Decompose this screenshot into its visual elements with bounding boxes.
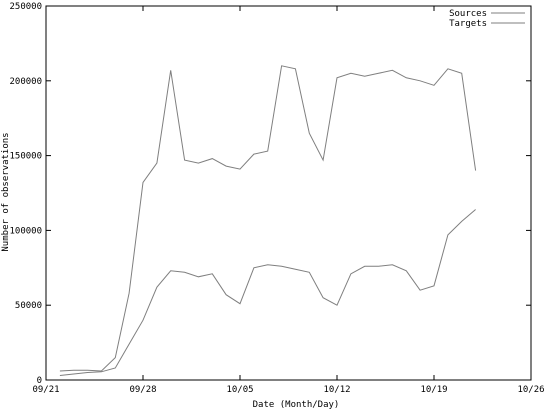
y-tick-label: 50000 <box>15 301 42 311</box>
x-tick-label: 10/26 <box>517 385 544 395</box>
series-lines <box>59 65 477 376</box>
x-tick-label: 09/21 <box>32 385 59 395</box>
x-tick-label: 10/19 <box>420 385 447 395</box>
y-tick-label: 200000 <box>9 77 42 87</box>
x-axis-ticks: 09/21 09/28 10/05 10/12 10/19 10/26 <box>32 6 545 395</box>
series-line-targets <box>59 65 477 372</box>
plot-frame <box>45 5 532 381</box>
legend-label-targets: Targets <box>449 19 487 29</box>
y-axis-ticks: 0 50000 100000 150000 200000 250000 <box>9 2 531 386</box>
y-tick-label: 250000 <box>9 2 42 12</box>
x-tick-label: 10/12 <box>323 385 350 395</box>
series-line-sources <box>59 209 476 376</box>
x-axis-title: Date (Month/Day) <box>253 400 340 409</box>
y-tick-label: 0 <box>37 376 42 386</box>
y-tick-label: 100000 <box>9 226 42 236</box>
x-tick-label: 09/28 <box>129 385 156 395</box>
legend-label-sources: Sources <box>449 9 487 19</box>
x-tick-label: 10/05 <box>226 385 253 395</box>
y-tick-label: 150000 <box>9 152 42 162</box>
y-axis-title: Number of observations <box>1 132 11 251</box>
